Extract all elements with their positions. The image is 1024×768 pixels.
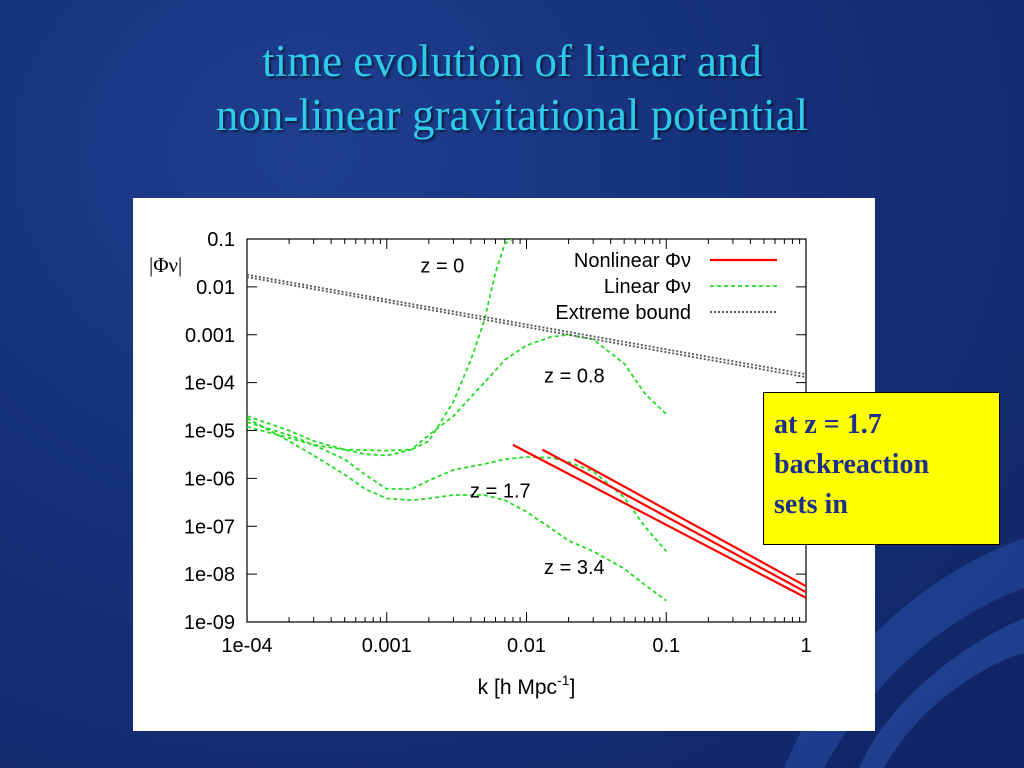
callout-line-3: sets in — [774, 489, 848, 520]
title-line-2: non-linear gravitational potential — [215, 90, 809, 140]
legend-label: Nonlinear Φν — [574, 250, 691, 272]
chart-panel: 1e-04 0.001 0.01 0.1 1 1e-09 1e-08 1e-07 1e-06 1e… — [133, 198, 875, 731]
series-line-linear--z-0 — [247, 239, 513, 452]
x-tick-label: 1e-04 — [221, 635, 272, 657]
series-line-nonlinear--c — [573, 458, 806, 588]
legend-label: Extreme bound — [555, 302, 691, 324]
plot-frame — [246, 238, 807, 623]
y-tick-label: 1e-06 — [184, 468, 235, 490]
y-tick-label: 1e-09 — [184, 612, 235, 634]
x-axis-label: k [h Mpc-1] — [478, 672, 576, 699]
y-tick-label: 1e-08 — [184, 564, 235, 586]
callout-box: at z = 1.7 backreaction sets in — [763, 392, 1000, 545]
y-tick-label: 0.01 — [196, 277, 235, 299]
y-axis-label: |Φν| — [149, 253, 182, 277]
curve-label: z = 3.4 — [544, 557, 605, 579]
series-group — [247, 239, 806, 602]
y-tick-label: 0.001 — [185, 325, 235, 347]
slide-title: time evolution of linear and non-linear … — [0, 34, 1024, 142]
title-line-1: time evolution of linear and — [262, 36, 762, 86]
series-line-linear--z-1-7 — [247, 421, 667, 552]
y-tick-label: 0.1 — [207, 229, 235, 251]
series-line-extreme-bound-bound-2 — [247, 276, 806, 379]
chart-svg: 1e-04 0.001 0.01 0.1 1 1e-09 1e-08 1e-07 1e-06 1e… — [149, 229, 812, 699]
x-tick-label: 0.01 — [507, 635, 546, 657]
callout-line-1: at z = 1.7 — [774, 409, 882, 440]
series-line-nonlinear--a — [512, 443, 806, 599]
x-tick-label: 0.1 — [652, 635, 680, 657]
legend-label: Linear Φν — [604, 276, 691, 298]
series-line-extreme-bound-bound-1 — [247, 273, 806, 376]
y-tick-label: 1e-05 — [184, 421, 235, 443]
x-tick-label: 1 — [800, 635, 811, 657]
y-tick-label: 1e-07 — [184, 516, 235, 538]
series-line-nonlinear--b — [541, 448, 806, 594]
curve-label: z = 1.7 — [470, 480, 531, 502]
x-tick-label: 0.001 — [362, 635, 412, 657]
curve-label: z = 0 — [420, 255, 464, 277]
curve-label: z = 0.8 — [544, 366, 605, 388]
callout-line-2: backreaction — [774, 449, 930, 480]
y-tick-label: 1e-04 — [184, 373, 235, 395]
series-line-linear--z-3-4 — [247, 417, 667, 602]
